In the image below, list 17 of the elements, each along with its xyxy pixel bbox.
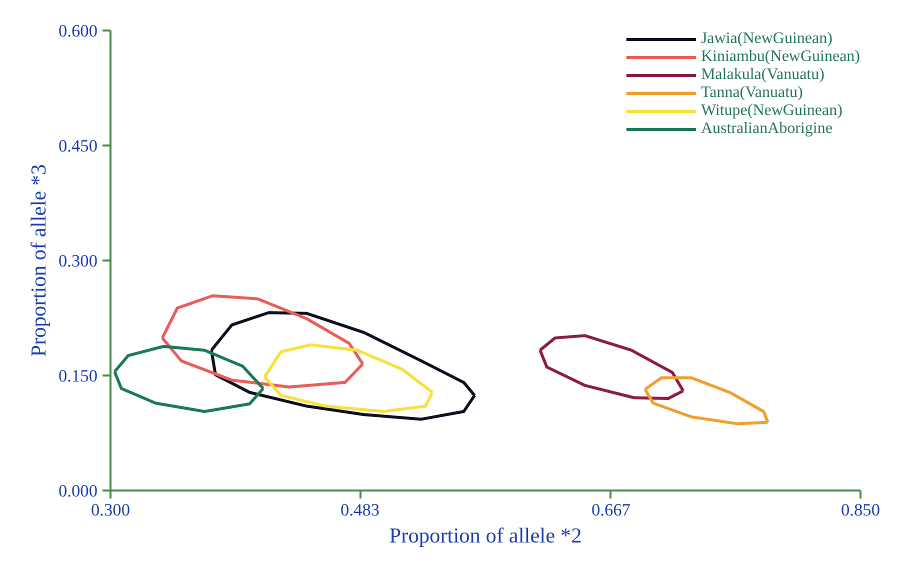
x-tick-label: 0.300 xyxy=(91,500,130,520)
y-tick-label: 0.150 xyxy=(58,366,98,386)
y-tick-label: 0.450 xyxy=(58,136,98,156)
legend-label: AustralianAborigine xyxy=(700,120,832,138)
legend-label: Witupe(NewGuinean) xyxy=(700,102,842,120)
legend-label: Kiniambu(NewGuinean) xyxy=(700,48,860,66)
legend-label: Tanna(Vanuatu) xyxy=(700,84,803,102)
legend-label: Jawia(NewGuinean) xyxy=(700,30,832,48)
x-tick-label: 0.667 xyxy=(591,500,631,520)
legend-label: Malakula(Vanuatu) xyxy=(700,66,824,84)
y-tick-label: 0.600 xyxy=(58,22,98,40)
y-axis-title: Proportion of allele *3 xyxy=(26,164,51,357)
x-axis-title: Proportion of allele *2 xyxy=(389,524,582,548)
x-tick-label: 0.850 xyxy=(841,500,880,520)
y-tick-label: 0.000 xyxy=(58,482,98,500)
x-tick-label: 0.483 xyxy=(340,500,380,520)
y-tick-label: 0.300 xyxy=(58,252,98,270)
